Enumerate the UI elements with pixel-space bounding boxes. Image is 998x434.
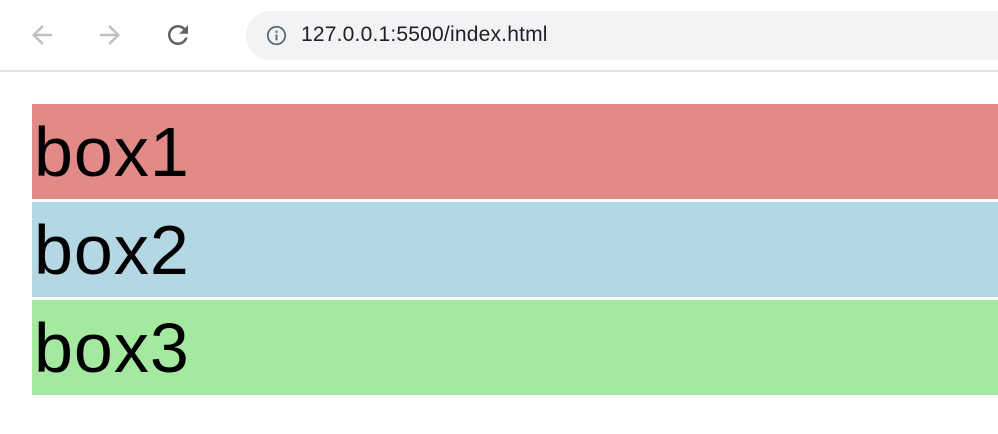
reload-button[interactable] [162, 19, 194, 51]
reload-icon [163, 20, 193, 50]
page-content: box1 box2 box3 [0, 72, 998, 395]
box1-label: box1 [34, 112, 190, 191]
browser-toolbar: 127.0.0.1:5500/index.html [0, 0, 998, 72]
box3-label: box3 [34, 308, 190, 387]
box1: box1 [32, 104, 998, 199]
box2-label: box2 [34, 210, 190, 289]
address-bar[interactable]: 127.0.0.1:5500/index.html [246, 10, 998, 60]
forward-arrow-icon [95, 20, 125, 50]
back-arrow-icon [27, 20, 57, 50]
forward-button[interactable] [94, 19, 126, 51]
back-button[interactable] [26, 19, 58, 51]
box2: box2 [32, 202, 998, 297]
url-text: 127.0.0.1:5500/index.html [301, 23, 548, 46]
site-info-button[interactable] [264, 23, 288, 47]
info-icon [265, 24, 288, 47]
box3: box3 [32, 300, 998, 395]
